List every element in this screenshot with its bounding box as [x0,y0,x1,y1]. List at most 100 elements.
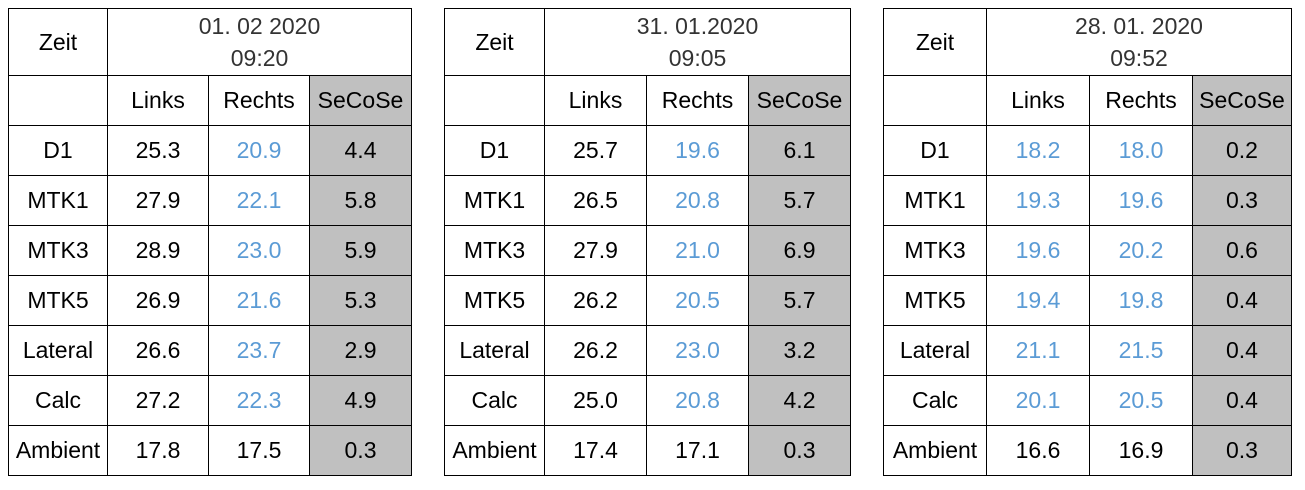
table-row: D1 18.2 18.0 0.2 [883,125,1292,176]
links-value-cell: 17.4 [544,425,647,476]
row-label-cell: Ambient [883,425,987,476]
rechts-value-cell: 21.0 [646,225,749,276]
table-row: Calc 20.1 20.5 0.4 [883,375,1292,426]
rechts-value-cell: 22.1 [208,175,310,226]
row-label-cell: D1 [8,125,108,176]
secose-value-cell: 4.2 [747,375,852,426]
links-value-cell: 19.6 [986,225,1090,276]
table-row: MTK1 19.3 19.6 0.3 [883,175,1292,226]
column-header-secose: SeCoSe [747,75,852,126]
table-row: Calc 25.0 20.8 4.2 [444,375,852,426]
secose-value-cell: 0.4 [1192,325,1292,376]
secose-value-cell: 0.3 [1192,425,1292,476]
rechts-value-cell: 23.0 [208,225,310,276]
empty-corner-cell [444,75,545,126]
table-row: MTK5 26.2 20.5 5.7 [444,275,852,326]
secose-value-cell: 0.3 [308,425,413,476]
row-label-cell: Calc [8,375,108,426]
secose-value-cell: 0.3 [1192,175,1292,226]
links-value-cell: 25.3 [107,125,209,176]
column-header-links: Links [986,75,1090,126]
empty-corner-cell [8,75,108,126]
row-label-cell: MTK3 [883,225,987,276]
rechts-value-cell: 20.2 [1089,225,1193,276]
column-header-links: Links [107,75,209,126]
temperature-table-2: Zeit 31. 01.2020 09:05 Links Rechts SeCo… [444,8,852,476]
time-text: 09:05 [668,45,727,71]
rechts-value-cell: 19.6 [1089,175,1193,226]
rechts-value-cell: 20.8 [646,375,749,426]
rechts-value-cell: 17.1 [646,425,749,476]
table-row: Ambient 17.8 17.5 0.3 [8,425,413,476]
links-value-cell: 18.2 [986,125,1090,176]
rechts-value-cell: 20.9 [208,125,310,176]
date-time-header: 31. 01.2020 09:05 [543,8,852,76]
date-time-header: 28. 01. 2020 09:52 [986,8,1292,76]
secose-value-cell: 5.7 [747,175,852,226]
time-text: 09:52 [1110,45,1168,71]
links-value-cell: 25.7 [544,125,647,176]
zeit-label: Zeit [444,8,545,76]
secose-value-cell: 0.6 [1192,225,1292,276]
links-value-cell: 26.5 [544,175,647,226]
date-text: 01. 02 2020 [198,13,321,39]
table-body: D1 25.7 19.6 6.1 MTK1 26.5 20.8 5.7 MTK3 27.9 21.0… [444,125,852,476]
date-time-header: 01. 02 2020 09:20 [106,8,413,76]
links-value-cell: 16.6 [986,425,1090,476]
links-value-cell: 19.4 [986,275,1090,326]
rechts-value-cell: 21.6 [208,275,310,326]
secose-value-cell: 3.2 [747,325,852,376]
rechts-value-cell: 16.9 [1089,425,1193,476]
row-label-cell: MTK1 [444,175,545,226]
table-row: Lateral 21.1 21.5 0.4 [883,325,1292,376]
zeit-label: Zeit [883,8,987,76]
row-label-cell: MTK1 [883,175,987,226]
rechts-value-cell: 21.5 [1089,325,1193,376]
secose-value-cell: 5.8 [308,175,413,226]
secose-value-cell: 5.7 [747,275,852,326]
rechts-value-cell: 18.0 [1089,125,1193,176]
table-row: MTK3 27.9 21.0 6.9 [444,225,852,276]
links-value-cell: 28.9 [107,225,209,276]
column-header-links: Links [544,75,647,126]
links-value-cell: 27.9 [107,175,209,226]
time-text: 09:20 [230,45,289,71]
table-row: Ambient 17.4 17.1 0.3 [444,425,852,476]
secose-value-cell: 4.9 [308,375,413,426]
date-text: 31. 01.2020 [636,13,759,39]
table-row: MTK3 28.9 23.0 5.9 [8,225,413,276]
row-label-cell: MTK3 [8,225,108,276]
secose-value-cell: 6.1 [747,125,852,176]
links-value-cell: 21.1 [986,325,1090,376]
links-value-cell: 26.2 [544,325,647,376]
row-label-cell: Lateral [444,325,545,376]
table-row: MTK1 27.9 22.1 5.8 [8,175,413,226]
secose-value-cell: 6.9 [747,225,852,276]
row-label-cell: MTK3 [444,225,545,276]
secose-value-cell: 0.3 [747,425,852,476]
row-label-cell: Lateral [883,325,987,376]
rechts-value-cell: 23.0 [646,325,749,376]
column-header-rechts: Rechts [208,75,310,126]
zeit-label: Zeit [8,8,108,76]
links-value-cell: 20.1 [986,375,1090,426]
row-label-cell: Calc [444,375,545,426]
links-value-cell: 27.9 [544,225,647,276]
temperature-table-3: Zeit 28. 01. 2020 09:52 Links Rechts SeC… [883,8,1292,476]
row-label-cell: D1 [444,125,545,176]
row-label-cell: D1 [883,125,987,176]
rechts-value-cell: 19.6 [646,125,749,176]
secose-value-cell: 5.9 [308,225,413,276]
table-row: MTK1 26.5 20.8 5.7 [444,175,852,226]
table-row: D1 25.7 19.6 6.1 [444,125,852,176]
table-body: D1 18.2 18.0 0.2 MTK1 19.3 19.6 0.3 MTK3 19.6 20.2… [883,125,1292,476]
rechts-value-cell: 17.5 [208,425,310,476]
temperature-table-1: Zeit 01. 02 2020 09:20 Links Rechts SeCo… [8,8,413,476]
row-label-cell: MTK5 [444,275,545,326]
table-row: MTK3 19.6 20.2 0.6 [883,225,1292,276]
column-header-secose: SeCoSe [308,75,413,126]
row-label-cell: MTK1 [8,175,108,226]
rechts-value-cell: 20.5 [1089,375,1193,426]
secose-value-cell: 0.4 [1192,375,1292,426]
secose-value-cell: 5.3 [308,275,413,326]
